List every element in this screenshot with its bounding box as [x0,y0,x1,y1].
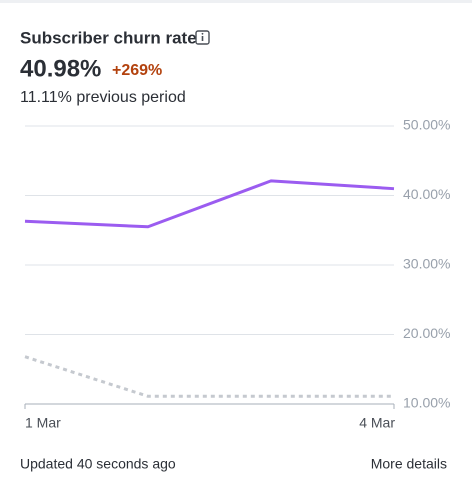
y-tick-label: 30.00% [403,256,450,272]
metric-change: +269% [112,62,162,79]
updated-text: Updated 40 seconds ago [20,456,176,472]
more-details-link[interactable]: More details [371,456,447,472]
y-tick-label: 40.00% [403,186,450,202]
top-border [0,0,472,3]
y-tick-label: 10.00% [403,395,450,411]
x-tick-label: 4 Mar [359,415,395,431]
x-tick-label: 1 Mar [25,415,61,431]
info-icon[interactable] [195,30,210,45]
title: Subscriber churn rate [20,28,197,47]
metric-value: 40.98% [20,55,101,82]
series-line [24,179,395,229]
y-tick-label: 20.00% [403,325,450,341]
y-tick-label: 50.00% [403,117,450,133]
series-line [24,355,394,398]
previous-period: 11.11% previous period [20,89,186,106]
